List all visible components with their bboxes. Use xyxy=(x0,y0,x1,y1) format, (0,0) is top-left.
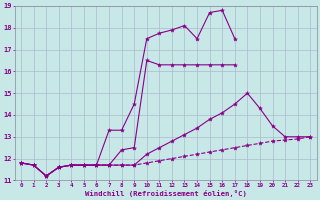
X-axis label: Windchill (Refroidissement éolien,°C): Windchill (Refroidissement éolien,°C) xyxy=(85,190,247,197)
